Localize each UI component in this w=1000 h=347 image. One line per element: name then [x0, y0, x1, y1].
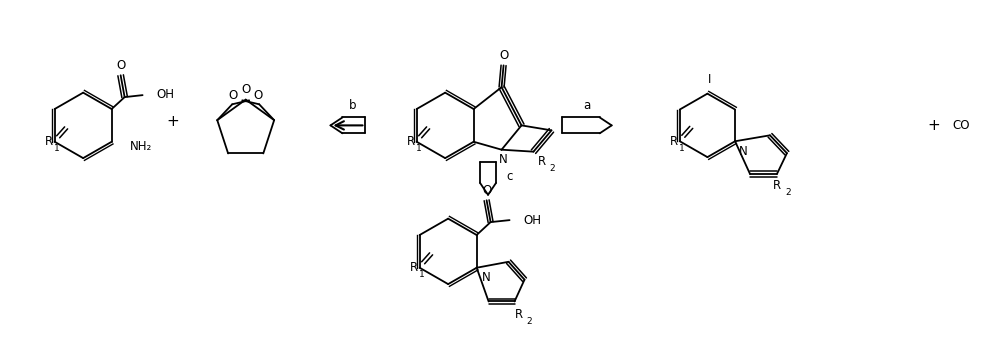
Text: +: +: [167, 114, 179, 129]
Text: 1: 1: [54, 144, 59, 153]
Text: +: +: [927, 118, 940, 133]
Text: R: R: [45, 135, 53, 148]
Text: N: N: [499, 153, 508, 166]
Text: 2: 2: [549, 164, 555, 173]
Text: 2: 2: [785, 188, 791, 197]
Text: O: O: [241, 83, 250, 96]
Text: CO: CO: [952, 119, 969, 132]
Text: OH: OH: [157, 88, 175, 101]
Text: O: O: [254, 89, 263, 102]
Text: R: R: [537, 155, 546, 168]
Text: R: R: [773, 179, 781, 192]
Text: 2: 2: [527, 317, 532, 326]
Text: OH: OH: [524, 214, 542, 227]
Text: a: a: [583, 99, 590, 112]
Text: I: I: [708, 73, 711, 86]
Text: R: R: [670, 135, 678, 148]
Text: 1: 1: [419, 270, 424, 279]
Text: 1: 1: [679, 144, 685, 153]
Text: c: c: [507, 170, 513, 183]
Text: N: N: [482, 271, 491, 284]
Text: O: O: [229, 89, 238, 102]
Text: O: O: [116, 59, 125, 72]
Text: O: O: [482, 184, 491, 197]
Text: O: O: [499, 49, 508, 62]
Text: b: b: [349, 99, 357, 112]
Text: R: R: [515, 308, 523, 321]
Text: N: N: [739, 145, 747, 158]
Text: 1: 1: [416, 144, 421, 153]
Text: NH₂: NH₂: [130, 140, 152, 153]
Text: R: R: [410, 261, 418, 274]
Text: R: R: [407, 135, 415, 148]
